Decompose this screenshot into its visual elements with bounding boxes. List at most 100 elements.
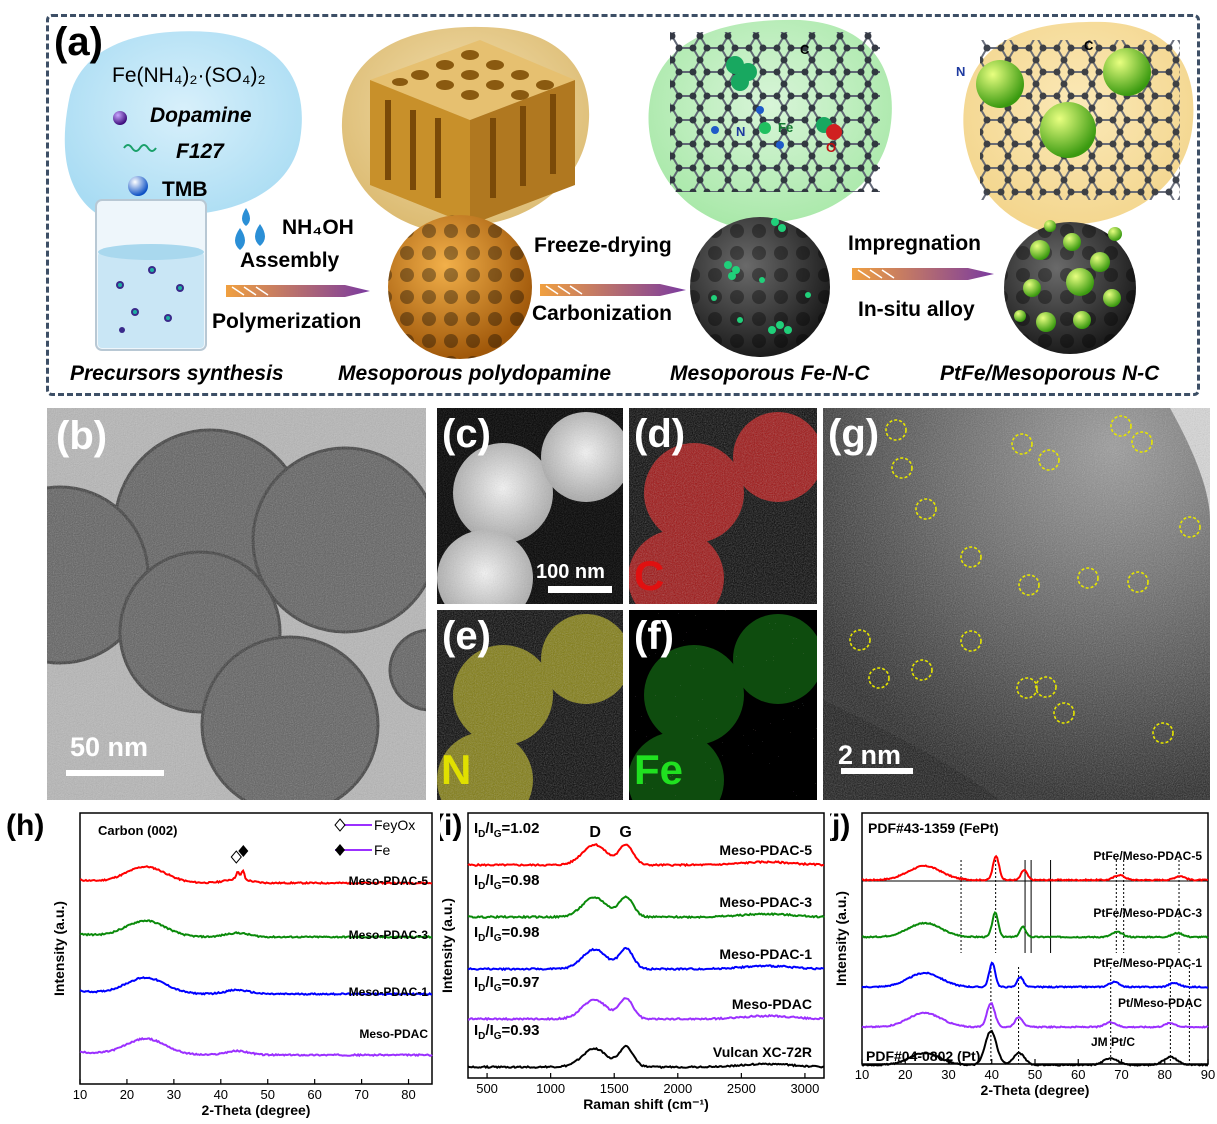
series-line xyxy=(467,895,825,920)
id-ig-ratio: ID/IG=0.98 xyxy=(474,872,540,892)
iron-map xyxy=(629,610,817,800)
caption-precursors: Precursors synthesis xyxy=(70,362,284,385)
series-line xyxy=(79,1036,433,1058)
x-tick-label: 30 xyxy=(941,1067,955,1082)
freeze-drying-label: Freeze-drying xyxy=(534,234,672,257)
y-axis-label: Intensity (a.u.) xyxy=(833,891,849,986)
panel-letter-f: (f) xyxy=(634,614,674,658)
scale-bar-b: 50 nm xyxy=(70,732,149,762)
x-tick-label: 80 xyxy=(401,1087,415,1102)
plot-frame xyxy=(467,812,825,1079)
series-label: PtFe/Meso-PDAC-5 xyxy=(1093,849,1202,863)
impregnation-label: Impregnation xyxy=(848,232,982,255)
ref-pt-label: PDF#04-0802 (Pt) xyxy=(866,1048,980,1064)
element-label-c: C xyxy=(634,552,665,599)
series-label: PtFe/Meso-PDAC-1 xyxy=(1093,956,1202,970)
panel-letter-g: (g) xyxy=(828,412,880,456)
carbon-002-annotation: Carbon (002) xyxy=(98,823,177,838)
series-label: Meso-PDAC-1 xyxy=(349,985,429,999)
chart-i: 500 1000 1500 2000 2500 3000 Raman shift (cm⁻¹… xyxy=(440,809,825,1112)
ref-fept-label: PDF#43-1359 (FePt) xyxy=(868,820,999,836)
panel-letter-b: (b) xyxy=(56,414,108,458)
series-label: JM Pt/C xyxy=(1091,1035,1135,1049)
x-tick-label: 20 xyxy=(120,1087,134,1102)
x-tick-label: 10 xyxy=(73,1087,87,1102)
series-line xyxy=(467,843,825,868)
chart-h: 10 20 30 40 50 60 70 80 2-Theta (degree) Intensit… xyxy=(6,809,433,1118)
x-tick-label: 500 xyxy=(476,1081,498,1096)
x-tick-label: 90 xyxy=(1201,1067,1215,1082)
x-tick-label: 60 xyxy=(1071,1067,1085,1082)
id-ig-ratio: ID/IG=1.02 xyxy=(474,820,540,840)
y-axis-label: Intensity (a.u.) xyxy=(51,901,67,996)
series-line xyxy=(79,865,433,885)
single-atom-markers xyxy=(849,415,1201,744)
panel-a xyxy=(46,14,1200,396)
x-tick-label: 3000 xyxy=(790,1081,819,1096)
panel-letter-a: (a) xyxy=(54,20,103,64)
panel-letter: (h) xyxy=(6,809,44,842)
x-axis-label: Raman shift (cm⁻¹) xyxy=(583,1096,709,1112)
series-line xyxy=(467,1044,825,1070)
id-ig-ratio: ID/IG=0.93 xyxy=(474,1022,540,1042)
ptfe-nanoparticle-icon xyxy=(976,60,1024,108)
fe-single-atom-icon xyxy=(711,56,842,149)
scale-bar-g: 2 nm xyxy=(838,740,902,770)
feyox-peak-marker xyxy=(230,850,242,864)
panel-a-artwork xyxy=(64,19,1194,359)
x-tick-label: 70 xyxy=(354,1087,368,1102)
y-axis-label: Intensity (a.u.) xyxy=(440,898,455,993)
porous-block-icon xyxy=(370,40,575,225)
precursor-bubble xyxy=(64,31,302,230)
scale-bar-c: 100 nm xyxy=(536,561,605,583)
plot-frame xyxy=(79,812,433,1085)
element-label-fe: Fe xyxy=(634,746,684,793)
in-situ-alloy-label: In-situ alloy xyxy=(858,298,975,321)
carbon-map xyxy=(629,408,817,604)
x-tick-label: 1500 xyxy=(600,1081,629,1096)
series-label: Meso-PDAC-3 xyxy=(349,928,429,942)
element-label-n: N xyxy=(441,746,472,793)
series-label: Pt/Meso-PDAC xyxy=(1118,996,1202,1010)
atomic-haadf-image xyxy=(823,408,1210,800)
d-band-label: D xyxy=(589,824,601,841)
x-tick-label: 40 xyxy=(985,1067,999,1082)
x-tick-label: 2500 xyxy=(727,1081,756,1096)
series-label: Meso-PDAC-3 xyxy=(719,894,812,910)
arrow-2 xyxy=(540,284,686,296)
x-tick-label: 40 xyxy=(214,1087,228,1102)
g-band-label: G xyxy=(619,824,631,841)
atom-n2-label: N xyxy=(956,64,966,79)
legend-fe: Fe xyxy=(374,842,391,858)
x-tick-label: 70 xyxy=(1114,1067,1128,1082)
caption-fe-n-c: Mesoporous Fe-N-C xyxy=(670,362,870,385)
atom-c-label: C xyxy=(800,42,810,57)
series-label: Meso-PDAC xyxy=(732,996,812,1012)
x-tick-label: 60 xyxy=(307,1087,321,1102)
x-tick-label: 80 xyxy=(1158,1067,1172,1082)
panel-letter-c: (c) xyxy=(442,412,491,456)
legend-feyox: FeyOx xyxy=(374,817,415,833)
f127-chain-icon xyxy=(123,144,157,152)
x-axis-label: 2-Theta (degree) xyxy=(202,1102,311,1118)
series-label: Meso-PDAC-1 xyxy=(719,946,812,962)
x-tick-label: 30 xyxy=(167,1087,181,1102)
carbonization-label: Carbonization xyxy=(532,302,672,325)
series-label: Vulcan XC-72R xyxy=(713,1044,812,1060)
x-tick-label: 2000 xyxy=(663,1081,692,1096)
series-label: Meso-PDAC-5 xyxy=(719,842,812,858)
tmb-label: TMB xyxy=(162,178,208,201)
caption-mesoporous-polydopamine: Mesoporous polydopamine xyxy=(338,362,612,385)
series-line xyxy=(467,946,825,972)
tmb-ball-icon xyxy=(128,176,148,196)
series-line xyxy=(468,997,825,1022)
x-tick-label: 50 xyxy=(260,1087,274,1102)
fe-salt-label: Fe(NH₄)₂·(SO₄)₂ xyxy=(112,64,266,87)
x-tick-label: 20 xyxy=(898,1067,912,1082)
nitrogen-map xyxy=(437,610,623,800)
atom-c2-label: C xyxy=(1084,38,1094,53)
chart-j: 10 20 30 40 50 60 70 80 90 2-Theta (degree) Intens… xyxy=(830,809,1215,1098)
series-line xyxy=(861,910,1209,939)
nh4oh-label: NH₄OH xyxy=(282,216,354,239)
id-ig-ratio: ID/IG=0.98 xyxy=(474,924,540,944)
